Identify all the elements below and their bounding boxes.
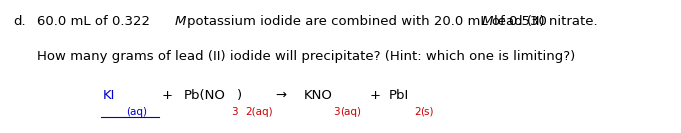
- Text: (s): (s): [420, 107, 434, 117]
- Text: ): ): [237, 89, 242, 102]
- Text: 2(aq): 2(aq): [245, 107, 273, 117]
- Text: PbI: PbI: [388, 89, 409, 102]
- Text: KNO: KNO: [304, 89, 333, 102]
- Text: 60.0 mL of 0.322: 60.0 mL of 0.322: [37, 15, 152, 28]
- Text: (aq): (aq): [126, 107, 147, 117]
- Text: 2: 2: [414, 107, 421, 117]
- Text: How many grams of lead (II) iodide will precipitate? (Hint: which one is limitin: How many grams of lead (II) iodide will …: [37, 50, 575, 63]
- Text: →: →: [274, 89, 286, 102]
- Text: KI: KI: [102, 89, 114, 102]
- Text: +: +: [370, 89, 381, 102]
- Text: (aq): (aq): [340, 107, 361, 117]
- Text: 3: 3: [231, 107, 237, 117]
- Text: lead (II) nitrate.: lead (II) nitrate.: [494, 15, 598, 28]
- Text: M: M: [174, 15, 186, 28]
- Text: M: M: [481, 15, 493, 28]
- Text: 3: 3: [334, 107, 340, 117]
- Text: d.: d.: [13, 15, 25, 28]
- Text: potassium iodide are combined with 20.0 mL of 0.530: potassium iodide are combined with 20.0 …: [187, 15, 550, 28]
- Text: +: +: [161, 89, 173, 102]
- Text: Pb(NO: Pb(NO: [184, 89, 226, 102]
